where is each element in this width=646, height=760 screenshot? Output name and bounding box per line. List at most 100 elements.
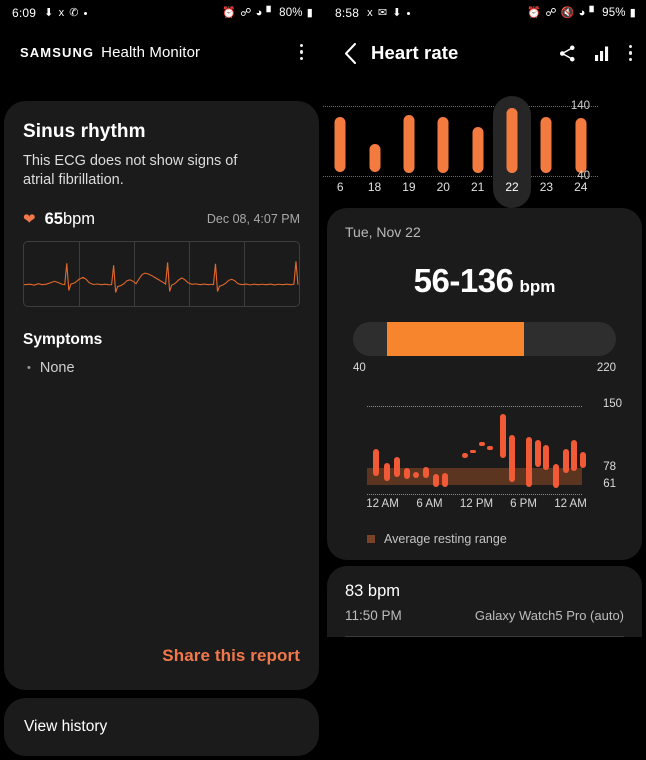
back-chevron-icon[interactable] — [335, 38, 365, 68]
weekly-col[interactable] — [564, 90, 598, 190]
hourly-x-labels: 12 AM 6 AM 12 PM 6 PM 12 AM — [359, 498, 594, 510]
hour-bar — [543, 445, 550, 470]
bullet-icon: • — [27, 361, 31, 374]
x-label[interactable]: 23 — [539, 180, 554, 194]
legend-swatch-icon — [367, 535, 375, 543]
right-status-bar: 8:58 x ✉ ⬇ ⏰ ☍ 🔇 ◕ ▘ 95% ▮ — [323, 0, 646, 26]
overflow-menu-button[interactable] — [628, 45, 632, 61]
range-scale-labels: 40 220 — [353, 362, 616, 374]
x-label[interactable]: 6 — [336, 180, 344, 194]
hour-bar — [487, 446, 494, 450]
hour-bar — [562, 449, 569, 473]
x-time-label: 6 PM — [510, 498, 537, 510]
bpm-value: 65 — [44, 209, 63, 228]
weekly-col[interactable] — [392, 90, 426, 190]
hour-bar — [526, 437, 533, 487]
dot-icon — [83, 11, 87, 15]
status-time: 8:58 — [335, 6, 360, 20]
weekly-col[interactable] — [426, 90, 460, 190]
gridline-bottom — [367, 494, 582, 495]
header-actions — [558, 44, 632, 63]
left-app-header: SAMSUNG Health Monitor — [0, 26, 323, 78]
app-title: Health Monitor — [101, 43, 201, 61]
right-app-header: Heart rate — [323, 26, 646, 80]
share-report-area: Share this report — [162, 646, 300, 666]
wifi-icon: ◕ — [578, 6, 586, 19]
x-label[interactable]: 24 — [574, 180, 588, 194]
hour-bar — [461, 453, 468, 458]
weekly-range-chart[interactable]: 140 40 6 18 19 20 21 22 23 24 — [323, 82, 646, 208]
axis-label-min: 40 — [577, 170, 590, 182]
hour-bar — [470, 450, 477, 453]
hour-bar — [571, 440, 578, 471]
status-left-group: 6:09 ⬇ x ✆ — [12, 6, 87, 20]
view-history-button[interactable]: View history — [4, 698, 319, 756]
gridline-140 — [323, 106, 598, 107]
x-label[interactable]: 19 — [402, 180, 416, 194]
signal-icon: ▘ — [266, 6, 276, 19]
symptom-label: None — [39, 359, 75, 376]
scale-min: 40 — [353, 362, 366, 374]
battery-icon: ▮ — [306, 6, 313, 19]
heart-icon: ❤ — [23, 210, 36, 228]
range-unit: bpm — [519, 277, 556, 296]
ecg-datetime: Dec 08, 4:07 PM — [206, 212, 300, 227]
ecg-result-description: This ECG does not show signs of atrial f… — [23, 153, 238, 189]
share-icon[interactable] — [558, 44, 577, 63]
ecg-waveform — [23, 240, 300, 307]
weekly-col[interactable] — [323, 90, 357, 190]
ecg-result-card: Sinus rhythm This ECG does not show sign… — [4, 101, 319, 690]
x-label[interactable]: 18 — [367, 180, 382, 194]
download-icon: ⬇ — [44, 6, 54, 19]
battery-icon: ▮ — [629, 6, 636, 19]
vpn-icon: x — [58, 6, 65, 19]
status-time: 6:09 — [12, 6, 37, 20]
weekly-col[interactable] — [529, 90, 563, 190]
hour-bar — [534, 440, 541, 467]
x-label[interactable]: 21 — [471, 180, 485, 194]
ecg-result-title: Sinus rhythm — [23, 121, 146, 142]
hour-bar — [579, 452, 586, 468]
x-label[interactable]: 20 — [436, 180, 450, 194]
ecg-trace — [24, 260, 299, 293]
hour-bar — [478, 442, 485, 446]
heart-rate-range: 56-136 bpm — [345, 262, 624, 300]
x-time-label: 12 PM — [459, 498, 494, 510]
gridline-150 — [367, 406, 582, 407]
battery-level: 80% — [279, 7, 303, 19]
wifi-icon: ◕ — [255, 6, 263, 19]
overflow-menu-button[interactable] — [294, 38, 309, 66]
status-left-group: 8:58 x ✉ ⬇ — [335, 6, 410, 20]
x-time-label: 12 AM — [366, 498, 399, 510]
weekly-col-selected[interactable] — [493, 90, 532, 208]
weekly-col[interactable] — [461, 90, 495, 190]
x-label-selected[interactable]: 22 — [505, 180, 519, 194]
view-history-label: View history — [24, 718, 108, 735]
share-report-button[interactable]: Share this report — [162, 646, 300, 665]
bluetooth-icon: ☍ — [545, 6, 557, 19]
symptoms-title: Symptoms — [23, 330, 103, 348]
status-right-group: ⏰ ☍ ◕ ▘ 80% ▮ — [222, 7, 313, 19]
hourly-label-78: 78 — [603, 461, 616, 473]
chart-icon[interactable] — [594, 44, 612, 62]
x-time-label: 6 AM — [416, 498, 443, 510]
range-slider-fill — [387, 322, 524, 356]
alarm-icon: ⏰ — [222, 6, 237, 19]
hour-bar — [422, 467, 429, 478]
range-slider-track — [353, 322, 616, 356]
mute-icon: 🔇 — [560, 6, 575, 19]
measurement-bpm: 83 bpm — [345, 582, 401, 600]
battery-level: 95% — [602, 7, 626, 19]
signal-icon: ▘ — [589, 6, 599, 19]
scale-max: 220 — [596, 362, 616, 374]
bluetooth-icon: ☍ — [240, 6, 252, 19]
hour-bar — [442, 473, 449, 487]
whatsapp-icon: ✆ — [69, 6, 79, 19]
range-value: 56-136 — [413, 262, 514, 299]
measurement-card[interactable]: 83 bpm 11:50 PM Galaxy Watch5 Pro (auto) — [327, 566, 642, 637]
measurement-source: Galaxy Watch5 Pro (auto) — [474, 608, 624, 623]
hour-bar — [373, 449, 380, 476]
hour-bar — [552, 464, 559, 488]
weekly-col[interactable] — [357, 90, 391, 190]
bpm-unit: bpm — [62, 209, 96, 228]
